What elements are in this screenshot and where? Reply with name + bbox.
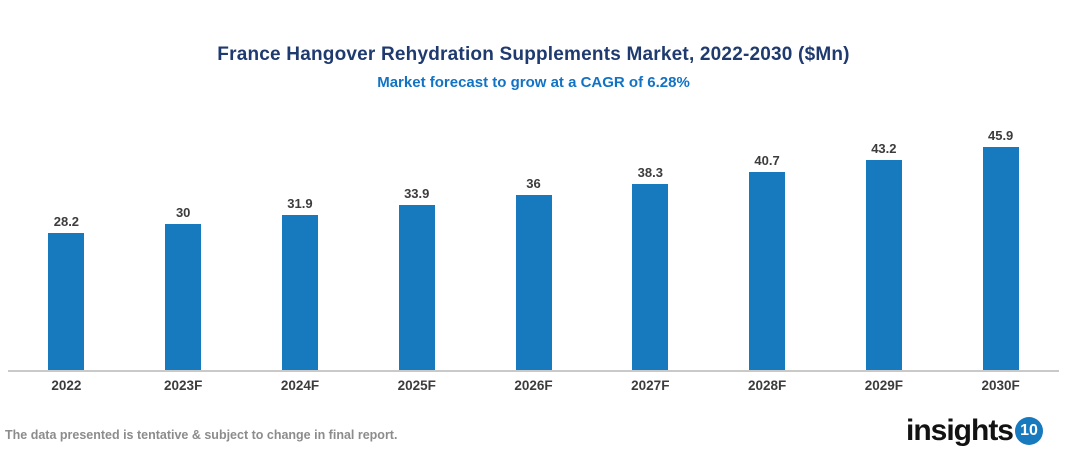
x-axis-label: 2022 [51,378,82,393]
chart-header: France Hangover Rehydration Supplements … [0,0,1067,91]
logo-badge: 10 [1015,417,1043,445]
x-axis-label: 2030F [981,378,1020,393]
x-axis-label: 2023F [164,378,203,393]
bar [398,205,435,370]
bar-group: 36 [475,176,592,370]
bar-value-label: 31.9 [287,196,313,211]
bar-value-label: 43.2 [871,141,897,156]
bar [982,147,1019,370]
x-axis-label: 2024F [280,378,320,393]
insights10-logo: insights 10 [906,414,1043,448]
bar-plot-area: 28.2 30 31.9 33.9 36 38.3 40.7 43.2 45.9 [8,91,1059,372]
bar [865,160,902,370]
bar-group: 28.2 [8,214,125,370]
bar-value-label: 30 [175,205,191,220]
x-axis-label: 2025F [397,378,436,393]
bar-group: 31.9 [242,196,359,370]
bar [281,215,318,370]
bar-group: 40.7 [709,153,826,370]
x-axis-label: 2027F [631,378,670,393]
bar-group: 38.3 [592,165,709,370]
bar [632,184,669,370]
bar-value-label: 33.9 [404,186,430,201]
bar [749,172,786,370]
bar-value-label: 28.2 [53,214,80,229]
bar-value-label: 38.3 [637,165,663,180]
bar [165,224,202,370]
chart-footer: The data presented is tentative & subjec… [0,398,1067,454]
bar [48,233,85,370]
x-axis-label: 2026F [514,378,553,393]
x-axis-label: 2028F [747,378,787,393]
bar-value-label: 45.9 [987,128,1014,143]
bar-group: 33.9 [358,186,475,370]
bar-group: 45.9 [942,128,1059,370]
bar-group: 43.2 [825,141,942,370]
x-axis: 2022 2023F 2024F 2025F 2026F 2027F 2028F 2029F 2… [8,372,1059,393]
bar-value-label: 36 [526,176,541,191]
chart-title: France Hangover Rehydration Supplements … [217,44,850,65]
chart-subtitle: Market forecast to grow at a CAGR of 6.2… [377,74,690,91]
x-axis-label: 2029F [864,378,903,393]
disclaimer-text: The data presented is tentative & subjec… [5,428,398,442]
bar-group: 30 [125,205,242,370]
bar [515,195,552,370]
logo-text: insights [905,414,1014,447]
bar-value-label: 40.7 [754,153,780,168]
